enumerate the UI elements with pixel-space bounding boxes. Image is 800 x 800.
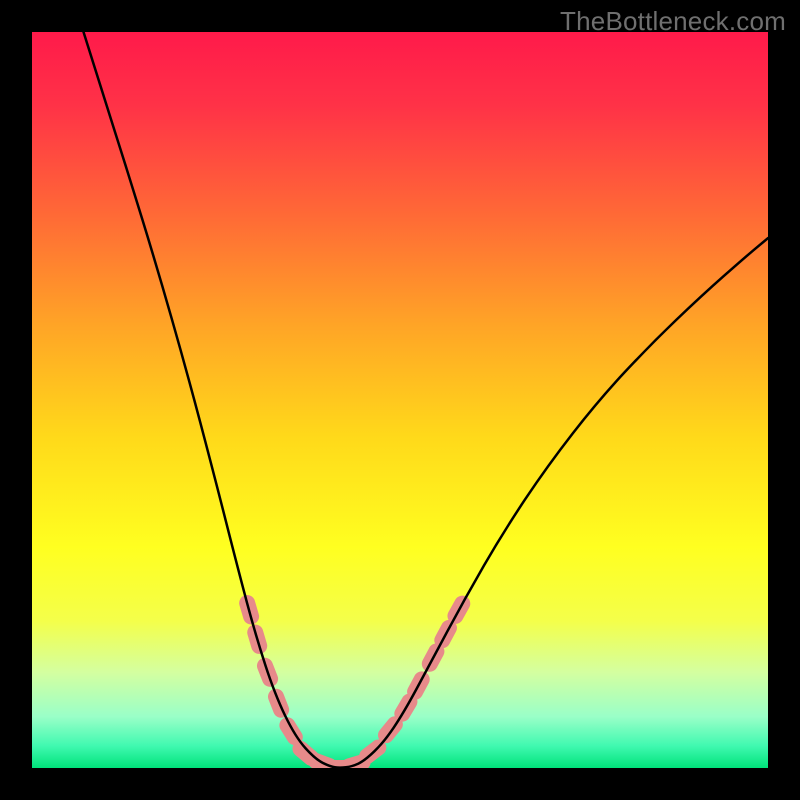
- plot-svg: [32, 32, 768, 768]
- chart-frame: TheBottleneck.com: [0, 0, 800, 800]
- gradient-background: [32, 32, 768, 768]
- plot-area: [32, 32, 768, 768]
